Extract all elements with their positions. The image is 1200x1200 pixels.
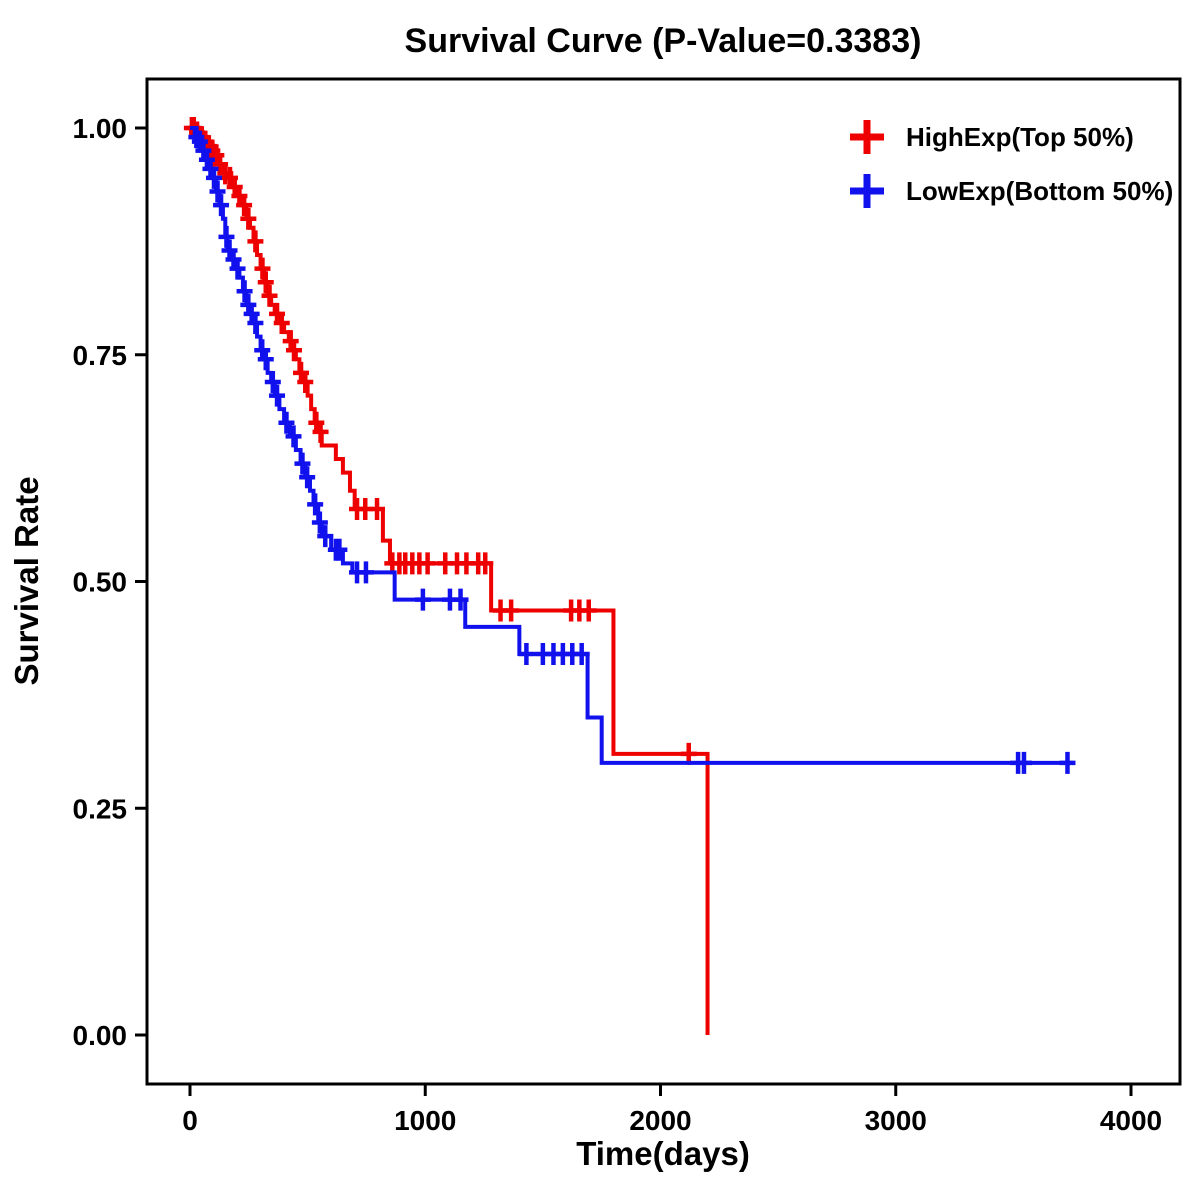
censor-plus-icon	[229, 257, 246, 280]
censor-plus-icon	[218, 225, 235, 248]
y-tick-label: 0.25	[73, 793, 128, 824]
legend-label: HighExp(Top 50%)	[906, 122, 1134, 152]
y-tick-label: 0.75	[73, 340, 128, 371]
x-tick-label: 1000	[394, 1105, 456, 1136]
censor-plus-icon	[580, 599, 597, 622]
censor-plus-icon	[269, 384, 286, 407]
censor-plus-icon	[261, 284, 278, 307]
chart-title: Survival Curve (P-Value=0.3383)	[405, 22, 922, 60]
legend-marker-plus-icon	[850, 120, 884, 154]
legend-marker-plus-icon	[850, 174, 884, 208]
legend-label: LowExp(Bottom 50%)	[906, 176, 1173, 206]
censor-plus-icon	[452, 588, 469, 611]
censor-plus-icon	[1059, 751, 1076, 774]
series-curves	[183, 117, 1076, 1035]
x-tick-label: 3000	[865, 1105, 927, 1136]
censor-plus-icon	[236, 194, 253, 217]
censor-plus-icon	[357, 561, 374, 584]
censor-plus-icon	[209, 180, 226, 203]
censor-plus-icon	[311, 511, 328, 534]
y-tick-label: 0.00	[73, 1020, 128, 1051]
censor-plus-icon	[503, 599, 520, 622]
y-tick-label: 1.00	[73, 113, 128, 144]
censor-plus-icon	[240, 207, 257, 230]
axis-ticks: 0 1000 2000 3000 4000 0.00 0.25 0.50 0.75 1.00	[73, 113, 1163, 1136]
censor-plus-icon	[278, 411, 295, 434]
censor-plus-icon	[477, 552, 494, 575]
censor-plus-icon	[294, 452, 311, 475]
censor-plus-icon	[307, 493, 324, 516]
censor-plus-icon	[257, 271, 274, 294]
y-axis-label: Survival Rate	[8, 476, 45, 685]
censor-plus-icon	[1015, 751, 1032, 774]
plot-border	[145, 77, 1182, 1086]
censor-plus-icon	[257, 348, 274, 371]
censor-plus-icon	[297, 370, 314, 393]
censor-plus-icon	[247, 312, 264, 335]
censor-plus-icon	[312, 420, 329, 443]
censor-plus-icon	[299, 466, 316, 489]
censor-plus-icon	[419, 552, 436, 575]
censor-plus-icon	[331, 538, 348, 561]
x-axis-label: Time(days)	[576, 1135, 750, 1172]
censor-plus-icon	[518, 643, 535, 666]
censor-plus-icon	[213, 194, 230, 217]
legend: HighExp(Top 50%) LowExp(Bottom 50%)	[850, 120, 1173, 208]
censor-plus-icon	[573, 643, 590, 666]
censor-plus-icon	[236, 280, 253, 303]
censor-plus-icon	[264, 370, 281, 393]
x-tick-label: 0	[182, 1105, 198, 1136]
censor-plus-icon	[369, 497, 386, 520]
censor-plus-icon	[414, 588, 431, 611]
censor-plus-icon	[205, 166, 222, 189]
censor-plus-icon	[254, 257, 271, 280]
censor-plus-icon	[285, 425, 302, 448]
censor-plus-icon	[285, 339, 302, 362]
censor-plus-icon	[317, 525, 334, 548]
x-tick-label: 4000	[1100, 1105, 1162, 1136]
censor-plus-icon	[273, 312, 290, 335]
censor-plus-icon	[247, 230, 264, 253]
survival-curve-highexp	[190, 126, 710, 1035]
y-tick-label: 0.50	[73, 567, 128, 598]
x-tick-label: 2000	[629, 1105, 691, 1136]
